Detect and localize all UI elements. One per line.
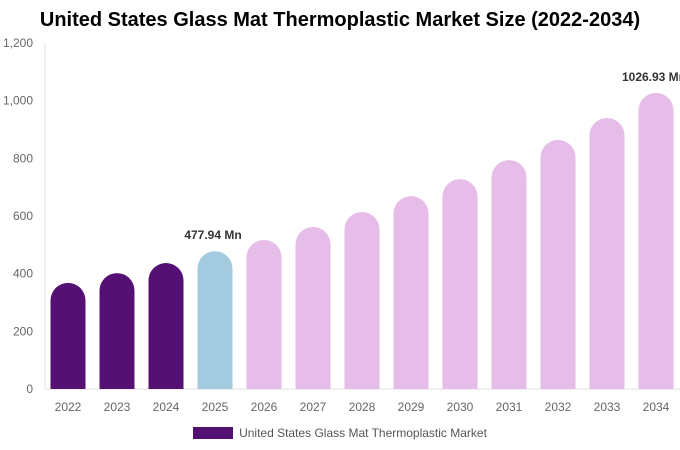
- y-tick-label: 200: [13, 324, 33, 338]
- data-label: 1026.93 Mn: [622, 70, 680, 84]
- x-tick-label: 2031: [496, 400, 523, 414]
- x-tick-label: 2023: [104, 400, 131, 414]
- bar-2023: [99, 273, 135, 389]
- bar-2034: [638, 92, 674, 389]
- y-tick-label: 600: [13, 209, 33, 223]
- bar-2030: [442, 179, 478, 389]
- data-label: 477.94 Mn: [184, 228, 241, 242]
- x-tick-label: 2026: [251, 400, 278, 414]
- x-tick-label: 2027: [300, 400, 327, 414]
- bar-2033: [589, 117, 625, 389]
- chart-title: United States Glass Mat Thermoplastic Ma…: [39, 9, 641, 31]
- bar-2028: [344, 211, 380, 389]
- legend: United States Glass Mat Thermoplastic Ma…: [0, 426, 680, 440]
- x-tick-label: 2034: [643, 400, 670, 414]
- legend-label: United States Glass Mat Thermoplastic Ma…: [239, 426, 487, 440]
- x-tick-label: 2028: [349, 400, 376, 414]
- bar-2024: [148, 262, 184, 389]
- legend-swatch: [193, 427, 234, 439]
- y-tick-label: 400: [13, 267, 33, 281]
- x-tick-label: 2032: [545, 400, 572, 414]
- y-tick-label: 800: [13, 151, 33, 165]
- y-tick-label: 0: [26, 382, 33, 396]
- x-tick-label: 2029: [398, 400, 425, 414]
- bar-2022: [50, 282, 86, 389]
- bar-2027: [295, 226, 331, 389]
- x-tick-label: 2030: [447, 400, 474, 414]
- y-tick-label: 1,000: [3, 94, 33, 108]
- x-tick-label: 2024: [153, 400, 180, 414]
- x-tick-label: 2025: [202, 400, 229, 414]
- bar-2032: [540, 139, 576, 389]
- x-tick-label: 2022: [55, 400, 82, 414]
- bar-2031: [491, 160, 527, 389]
- x-tick-label: 2033: [594, 400, 621, 414]
- bar-2025: [197, 251, 233, 389]
- y-tick-label: 1,200: [3, 36, 33, 50]
- bar-2029: [393, 196, 429, 389]
- bar-2026: [246, 239, 282, 389]
